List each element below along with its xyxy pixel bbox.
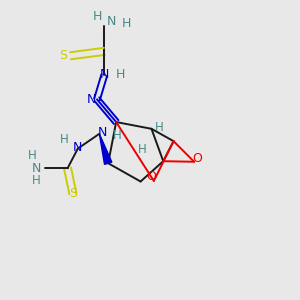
Text: S: S bbox=[69, 187, 77, 200]
Text: H: H bbox=[155, 122, 164, 134]
Text: H: H bbox=[138, 143, 147, 156]
Text: H: H bbox=[60, 133, 69, 146]
Text: H: H bbox=[28, 149, 37, 162]
Text: N: N bbox=[100, 68, 109, 81]
Text: S: S bbox=[59, 49, 67, 62]
Text: N: N bbox=[86, 93, 96, 106]
Text: N: N bbox=[32, 162, 41, 175]
Text: N: N bbox=[98, 126, 108, 140]
Text: N: N bbox=[73, 141, 83, 154]
Text: H: H bbox=[113, 129, 122, 142]
Text: O: O bbox=[192, 152, 202, 165]
Text: N: N bbox=[107, 15, 116, 28]
Polygon shape bbox=[99, 134, 112, 164]
Text: H: H bbox=[92, 10, 102, 22]
Text: H: H bbox=[122, 17, 131, 30]
Text: O: O bbox=[146, 170, 156, 183]
Text: H: H bbox=[32, 174, 41, 188]
Text: H: H bbox=[116, 68, 125, 81]
